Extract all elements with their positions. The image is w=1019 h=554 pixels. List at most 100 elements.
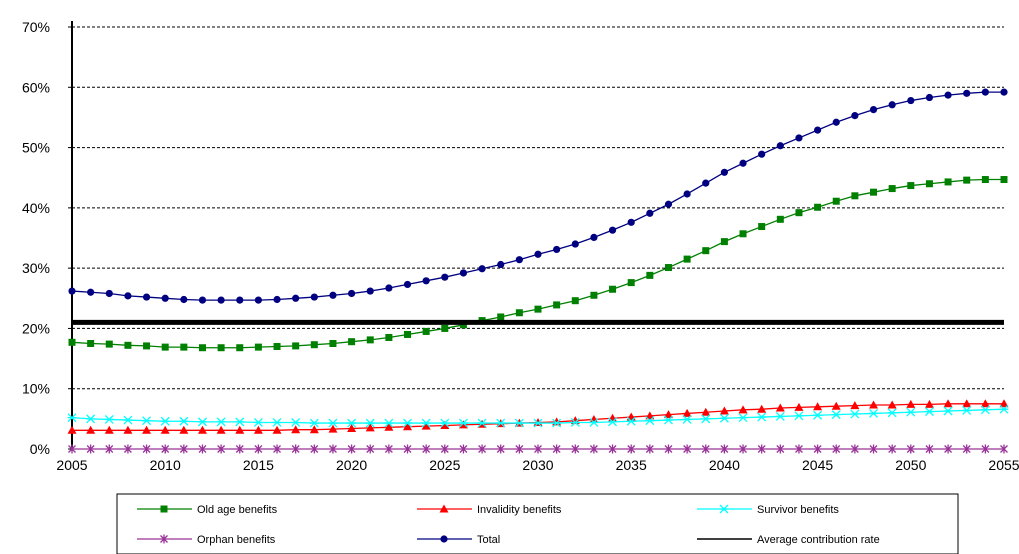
data-point-orphan-benefits <box>925 444 934 454</box>
data-point-total <box>776 142 784 150</box>
data-point-old-age-benefits <box>385 333 393 341</box>
data-point-total <box>105 289 113 298</box>
data-point-invalidity-benefits <box>216 425 226 434</box>
data-point-total <box>459 269 468 277</box>
data-point-survivor-benefits <box>589 418 599 427</box>
data-point-orphan-benefits <box>962 444 971 454</box>
data-point-invalidity-benefits <box>701 407 711 416</box>
data-point-old-age-benefits <box>739 230 747 238</box>
y-tick-label: 50% <box>22 140 50 156</box>
data-point-survivor-benefits <box>384 418 394 428</box>
data-point-invalidity-benefits <box>328 424 338 433</box>
data-point-old-age-benefits <box>273 343 281 351</box>
data-point-orphan-benefits <box>68 444 76 454</box>
data-point-total <box>254 296 262 304</box>
data-point-survivor-benefits <box>738 413 748 423</box>
data-point-invalidity-benefits <box>272 425 282 434</box>
data-point-total <box>553 245 561 254</box>
legend-item-old-age-benefits: Old age benefits <box>137 504 278 516</box>
y-tick-label: 70% <box>22 19 50 35</box>
data-point-survivor-benefits <box>440 418 450 428</box>
y-tick-label: 20% <box>22 320 50 336</box>
data-point-orphan-benefits <box>701 444 710 454</box>
x-tick-label: 2055 <box>988 457 1019 473</box>
data-point-total <box>180 295 188 304</box>
data-point-invalidity-benefits <box>384 422 394 431</box>
data-point-invalidity-benefits <box>104 425 114 434</box>
data-point-orphan-benefits <box>869 444 878 454</box>
data-point-survivor-benefits <box>924 407 934 417</box>
data-point-survivor-benefits <box>626 416 636 426</box>
data-point-orphan-benefits <box>161 444 170 454</box>
data-point-orphan-benefits <box>757 444 766 454</box>
data-point-orphan-benefits <box>850 444 859 454</box>
data-point-total <box>478 265 486 273</box>
data-point-orphan-benefits <box>217 444 226 454</box>
x-tick-label: 2005 <box>56 457 87 473</box>
legend-item-survivor-benefits: Survivor benefits <box>697 504 839 516</box>
legend-box <box>116 493 959 554</box>
data-point-total <box>608 226 617 234</box>
legend-item-average-contribution-rate: Average contribution rate <box>697 534 880 546</box>
data-point-invalidity-benefits <box>850 401 860 410</box>
data-point-total <box>273 295 281 304</box>
data-point-total <box>944 91 952 99</box>
data-point-survivor-benefits <box>962 405 972 415</box>
data-point-total <box>87 288 95 296</box>
data-point-total <box>68 287 76 295</box>
data-point-orphan-benefits <box>888 444 897 454</box>
data-point-orphan-benefits <box>273 444 281 454</box>
data-point-survivor-benefits <box>496 418 506 428</box>
data-point-survivor-benefits <box>608 417 618 427</box>
data-point-old-age-benefits <box>180 343 188 351</box>
data-point-invalidity-benefits <box>682 408 692 417</box>
series-orphan-benefits <box>68 444 1008 454</box>
data-point-invalidity-benefits <box>440 420 450 429</box>
data-point-old-age-benefits <box>198 344 206 352</box>
data-point-total <box>217 296 225 304</box>
data-point-survivor-benefits <box>999 404 1009 414</box>
data-point-old-age-benefits <box>832 197 840 205</box>
data-point-survivor-benefits <box>943 406 953 416</box>
data-point-total <box>292 294 300 302</box>
x-tick-label: 2040 <box>709 457 740 473</box>
data-point-orphan-benefits <box>664 444 673 454</box>
legend: Old age benefits Invalidity benefits Survi… <box>116 493 959 554</box>
data-point-old-age-benefits <box>553 301 561 309</box>
legend-label: Old age benefits <box>197 504 278 516</box>
data-point-old-age-benefits <box>963 176 971 184</box>
legend-label: Average contribution rate <box>757 534 880 546</box>
data-point-orphan-benefits <box>142 444 151 454</box>
data-point-invalidity-benefits <box>980 399 990 408</box>
data-point-orphan-benefits <box>739 444 747 454</box>
data-point-orphan-benefits <box>105 444 114 454</box>
x-tick-label: 2010 <box>150 457 181 473</box>
data-point-survivor-benefits <box>552 418 562 428</box>
data-point-invalidity-benefits <box>887 400 897 409</box>
x-tick-label: 2015 <box>243 457 274 473</box>
data-point-invalidity-benefits <box>924 399 934 408</box>
data-point-old-age-benefits <box>664 264 672 272</box>
data-point-invalidity-benefits <box>291 425 301 434</box>
series-survivor-benefits <box>67 404 1009 428</box>
x-tick-label: 2025 <box>429 457 460 473</box>
data-point-invalidity-benefits <box>813 402 823 411</box>
y-tick-label: 0% <box>30 441 50 457</box>
data-point-orphan-benefits <box>720 444 729 454</box>
series-total <box>68 88 1008 304</box>
data-point-invalidity-benefits <box>123 425 133 434</box>
data-point-invalidity-benefits <box>403 422 413 431</box>
data-point-survivor-benefits <box>831 410 841 420</box>
data-point-orphan-benefits <box>366 444 375 454</box>
data-point-total <box>590 233 598 241</box>
data-point-total <box>907 96 915 105</box>
data-point-old-age-benefits <box>590 291 598 299</box>
data-point-survivor-benefits <box>309 418 319 428</box>
data-point-survivor-benefits <box>514 418 524 428</box>
data-point-orphan-benefits <box>608 444 617 454</box>
data-point-total <box>646 209 654 217</box>
x-tick-label: 2045 <box>802 457 833 473</box>
data-point-total <box>497 260 505 269</box>
data-point-survivor-benefits <box>570 418 580 427</box>
